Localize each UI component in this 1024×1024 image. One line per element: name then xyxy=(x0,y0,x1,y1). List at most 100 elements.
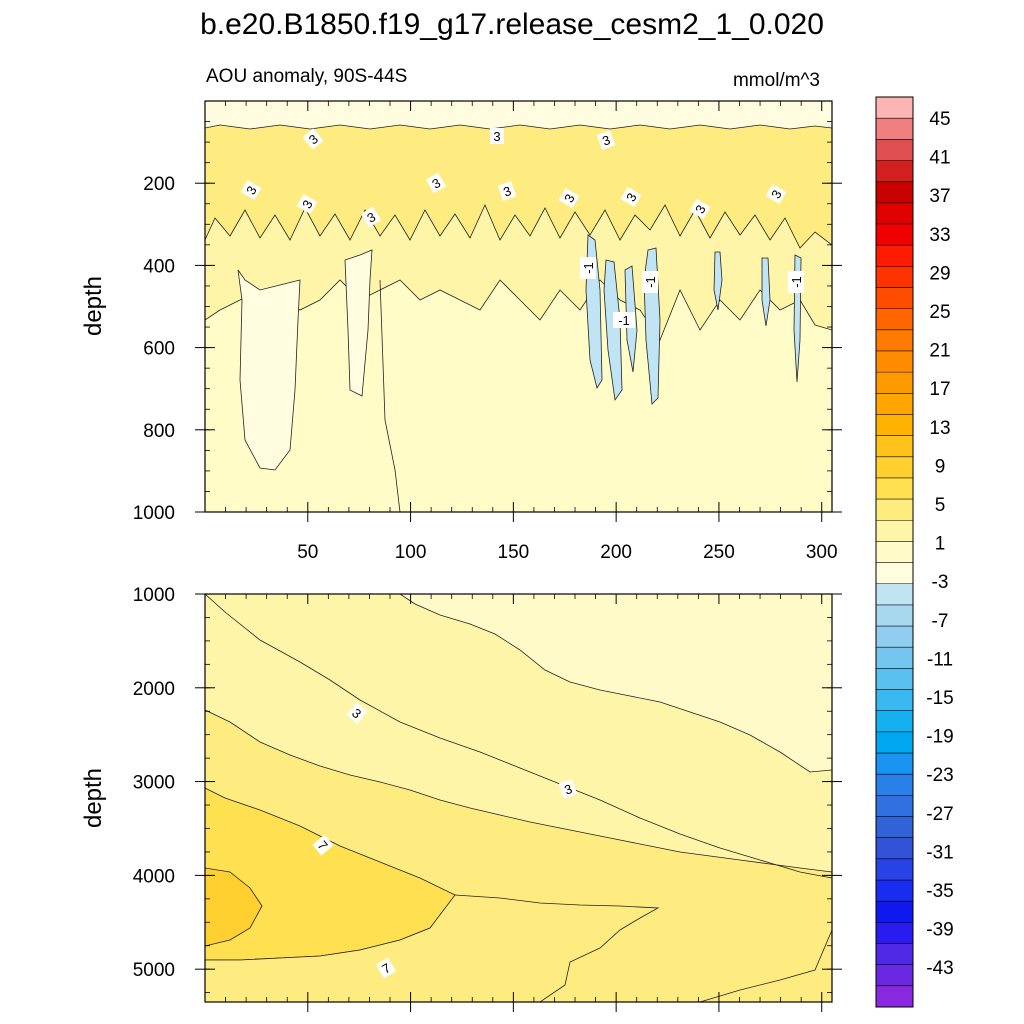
colorbar-swatch xyxy=(876,710,913,733)
x-tick-label: 150 xyxy=(498,542,530,563)
contour-label-bg xyxy=(642,271,658,293)
colorbar-swatch xyxy=(876,901,913,923)
colorbar-swatch xyxy=(876,604,913,627)
contour-label-bg xyxy=(765,183,787,205)
colorbar-swatch xyxy=(876,414,913,437)
colorbar-label: 17 xyxy=(929,379,950,400)
contour-label: 3 xyxy=(240,179,262,201)
colorbar-label: 45 xyxy=(929,109,950,130)
colorbar-swatch xyxy=(876,139,913,161)
colorbar-swatch xyxy=(876,499,913,521)
x-tick-label: 300 xyxy=(806,542,838,563)
colorbar-swatch xyxy=(876,922,913,945)
contour-label: 3 xyxy=(296,193,318,215)
colorbar-frame xyxy=(875,96,914,1008)
y-tick-label: 1000 xyxy=(133,503,175,524)
colorbar-label: 29 xyxy=(929,263,950,284)
colorbar-swatch xyxy=(876,266,913,288)
contour-label-bg xyxy=(240,179,262,201)
lower-panel: 1000 2000 3000 4000 5000 3 3 7 7 depth xyxy=(80,585,842,1012)
upper-panel: AOU anomaly, 90S-44S mmol/m^3 5 xyxy=(80,66,842,563)
colorbar-swatch xyxy=(876,223,913,246)
lower-plot-frame xyxy=(204,593,833,1003)
lower-contour-labels: 3 3 7 7 xyxy=(312,702,578,979)
colorbar-label: 41 xyxy=(929,148,950,169)
y-tick-label: 5000 xyxy=(133,960,175,981)
lower-y-axis-label: depth xyxy=(80,768,107,828)
colorbar-swatch xyxy=(876,393,913,415)
contour-label-text: 3 xyxy=(600,132,612,149)
colorbar-swatch xyxy=(876,562,913,585)
colorbar-label: -19 xyxy=(926,727,953,748)
contour-label-text: -1 xyxy=(643,276,658,288)
colorbar-label: -15 xyxy=(926,688,953,709)
contour-label: 3 xyxy=(425,172,447,194)
colorbar-label: 5 xyxy=(935,495,946,516)
y-tick-label: 3000 xyxy=(133,773,175,794)
contour-label: 3 xyxy=(302,128,324,150)
contour-label: 3 xyxy=(497,181,517,201)
y-tick-label: 600 xyxy=(143,339,175,360)
contour-label: -1 xyxy=(642,271,658,293)
contour-label-bg xyxy=(425,172,447,194)
colorbar-swatch xyxy=(876,816,913,839)
colorbar-swatch xyxy=(876,837,913,860)
colorbar-swatch xyxy=(876,329,913,352)
colorbar-swatch xyxy=(876,372,913,394)
colorbar-swatch xyxy=(876,118,913,140)
y-tick-label: 400 xyxy=(143,256,175,277)
colorbar-swatch xyxy=(876,964,913,987)
colorbar-swatch xyxy=(876,689,913,712)
contour-label-bg xyxy=(558,779,578,799)
contour-label: 3 xyxy=(360,206,382,228)
contour-label-bg xyxy=(788,271,804,293)
contour-label-bg xyxy=(558,187,580,209)
colorbar: 45 41 37 33 29 25 21 17 13 9 5 1 -3 -7 -11 -15 -19 -23 -27… xyxy=(875,96,954,1008)
colorbar-label: -35 xyxy=(926,881,953,902)
figure-title: b.e20.B1850.f19_g17.release_cesm2_1_0.02… xyxy=(200,8,824,41)
colorbar-label: 1 xyxy=(935,534,946,555)
upper-contour-labels: 3 3 3 3 3 3 3 3 3 3 3 3 -1 -1 -1 -1 xyxy=(240,128,804,328)
x-tick-label: 50 xyxy=(297,542,318,563)
y-tick-label: 2000 xyxy=(133,679,175,700)
upper-panel-subtitle: AOU anomaly, 90S-44S xyxy=(206,66,407,87)
contour-label-bg xyxy=(346,702,368,724)
contour-label-text: -1 xyxy=(618,313,630,328)
contour-label-bg xyxy=(580,257,596,279)
colorbar-label: 9 xyxy=(935,456,946,477)
contour-label: 3 xyxy=(490,128,504,144)
contour-label-bg xyxy=(689,198,711,220)
colorbar-swatch xyxy=(876,181,913,204)
colorbar-swatch xyxy=(876,202,913,225)
colorbar-swatch xyxy=(876,626,913,648)
x-tick-label: 200 xyxy=(600,542,632,563)
x-tick-label: 100 xyxy=(395,542,427,563)
contour-label-text: -1 xyxy=(581,262,596,274)
contour-label: 3 xyxy=(689,198,711,220)
colorbar-label: -31 xyxy=(926,842,953,863)
colorbar-swatch xyxy=(876,350,913,373)
contour-label: 3 xyxy=(765,183,787,205)
lower-axis-ticks: 1000 2000 3000 4000 5000 xyxy=(133,585,842,1012)
contour-label-bg xyxy=(360,206,382,228)
upper-contour-field xyxy=(205,101,832,512)
colorbar-swatch xyxy=(876,97,913,119)
colorbar-label: 13 xyxy=(929,418,950,439)
y-tick-label: 4000 xyxy=(133,866,175,887)
contour-label: 7 xyxy=(375,957,397,979)
colorbar-label: 37 xyxy=(929,186,950,207)
contour-label-text: 3 xyxy=(501,183,513,200)
colorbar-label: 21 xyxy=(929,341,950,362)
y-tick-label: 800 xyxy=(143,421,175,442)
colorbar-swatch xyxy=(876,541,913,564)
y-tick-label: 1000 xyxy=(133,585,175,606)
upper-axis-ticks: 50 100 150 200 250 300 200 400 600 800 1000 xyxy=(133,100,842,563)
upper-y-axis-label: depth xyxy=(80,276,107,336)
colorbar-swatch xyxy=(876,520,913,542)
colorbar-swatch xyxy=(876,858,913,881)
contour-label-bg xyxy=(620,186,642,208)
colorbar-label: -3 xyxy=(932,572,949,593)
colorbar-swatch xyxy=(876,477,913,500)
colorbar-swatch xyxy=(876,795,913,818)
